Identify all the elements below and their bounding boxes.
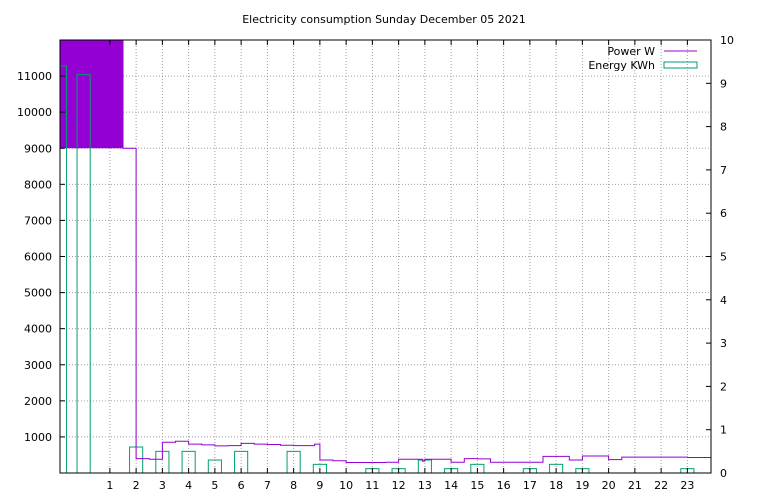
legend-label-energy: Energy KWh: [588, 59, 655, 72]
power-fill: [60, 40, 123, 149]
y-tick-label: 5000: [24, 287, 52, 300]
y-tick-label: 11000: [17, 70, 52, 83]
x-tick-label: 13: [418, 479, 432, 492]
y2-tick-label: 7: [720, 164, 727, 177]
power-saturated-area: [60, 40, 123, 149]
y-tick-label: 1000: [24, 431, 52, 444]
x-tick-label: 14: [444, 479, 458, 492]
y-tick-label: 3000: [24, 359, 52, 372]
energy-bars: [59, 65, 695, 474]
x-tick-label: 5: [211, 479, 218, 492]
legend-swatch-energy: [663, 61, 698, 69]
y2-tick-label: 1: [720, 424, 727, 437]
x-tick-label: 11: [365, 479, 379, 492]
axis-ticks: 1 2 3 4 5 6 7 8 9 10 11 12 13 14 15 16 17 18 19 20 21 22 23100…: [17, 34, 734, 492]
power-step-line: [60, 39, 712, 463]
y-tick-label: 6000: [24, 251, 52, 264]
x-tick-label: 1: [106, 479, 113, 492]
legend-label-power: Power W: [607, 45, 655, 58]
y2-tick-label: 5: [720, 251, 727, 264]
y-tick-label: 4000: [24, 323, 52, 336]
x-tick-label: 7: [264, 479, 271, 492]
y-tick-label: 2000: [24, 395, 52, 408]
y-tick-label: 7000: [24, 214, 52, 227]
x-tick-label: 6: [238, 479, 245, 492]
x-tick-label: 4: [185, 479, 192, 492]
grid: [60, 40, 711, 473]
y2-tick-label: 4: [720, 294, 727, 307]
x-tick-label: 2: [133, 479, 140, 492]
y-tick-label: 10000: [17, 106, 52, 119]
y2-tick-label: 3: [720, 337, 727, 350]
plot-border: [59, 39, 712, 474]
chart-title: Electricity consumption Sunday December …: [242, 13, 526, 26]
x-tick-label: 23: [680, 479, 694, 492]
y2-tick-label: 2: [720, 380, 727, 393]
y2-tick-label: 10: [720, 34, 734, 47]
x-tick-label: 20: [602, 479, 616, 492]
x-tick-label: 3: [159, 479, 166, 492]
y2-tick-label: 9: [720, 77, 727, 90]
x-tick-label: 17: [523, 479, 537, 492]
x-tick-label: 19: [575, 479, 589, 492]
x-tick-label: 22: [654, 479, 668, 492]
y-tick-label: 9000: [24, 142, 52, 155]
x-tick-label: 9: [316, 479, 323, 492]
x-tick-label: 8: [290, 479, 297, 492]
x-tick-label: 21: [628, 479, 642, 492]
y-tick-label: 8000: [24, 178, 52, 191]
x-tick-label: 12: [392, 479, 406, 492]
y2-tick-label: 8: [720, 121, 727, 134]
x-tick-label: 15: [470, 479, 484, 492]
x-tick-label: 18: [549, 479, 563, 492]
y2-tick-label: 6: [720, 207, 727, 220]
x-tick-label: 10: [339, 479, 353, 492]
y2-tick-label: 0: [720, 467, 727, 480]
power-line: [60, 39, 712, 463]
x-tick-label: 16: [497, 479, 511, 492]
